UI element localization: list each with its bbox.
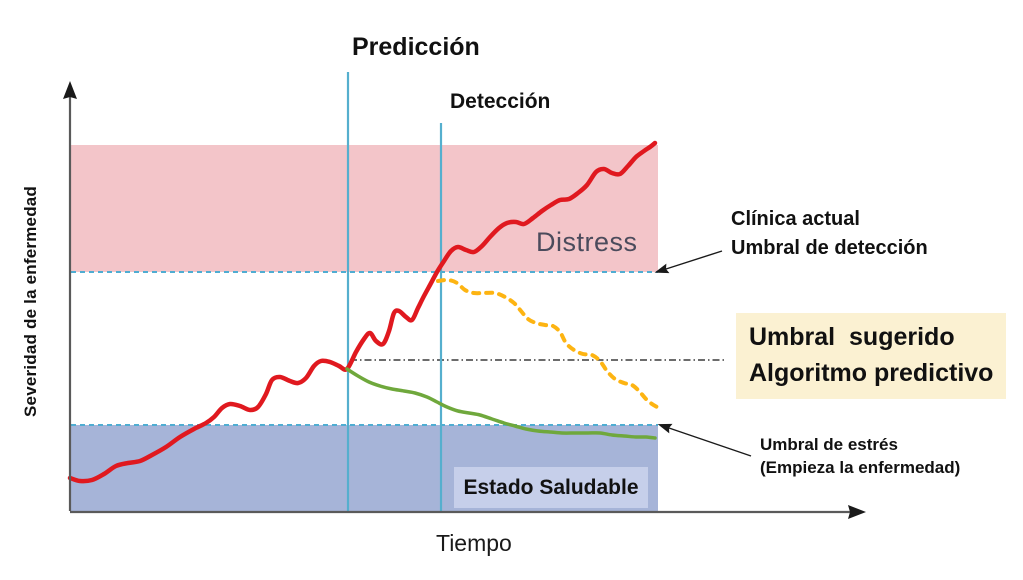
stress-threshold-annotation: Umbral de estrés (Empieza la enfermedad) [760, 433, 960, 479]
suggested-threshold-callout-line2: Algoritmo predictivo [749, 359, 994, 387]
chart-title: Predicción [352, 33, 480, 61]
stress-threshold-annotation-line2: (Empieza la enfermedad) [760, 458, 961, 477]
distress-zone [71, 145, 658, 272]
distress-zone-label: Distress [536, 227, 638, 257]
data-curves [67, 140, 659, 484]
curva-roja-progresion-enfermedad [67, 140, 658, 484]
detection-threshold-annotation-line1: Clínica actual [731, 208, 860, 230]
healthy-zone-label: Estado Saludable [454, 467, 648, 508]
suggested-threshold-callout-line1: Umbral sugerido [749, 323, 955, 351]
y-axis-label: Severidad de la enfermedad [21, 185, 40, 417]
event-lines [346, 72, 443, 511]
stress-threshold-annotation-line1: Umbral de estrés [760, 435, 898, 454]
x-axis-label: Tiempo [436, 530, 512, 556]
arrow-umbral-estres [657, 423, 752, 457]
suggested-threshold-callout: Umbral sugerido Algoritmo predictivo [736, 313, 1007, 399]
threshold-lines [71, 271, 726, 426]
detection-event-label: Detección [450, 90, 551, 113]
curva-verde-tras-prediccion [345, 367, 657, 440]
detection-threshold-annotation: Clínica actual Umbral de detección [731, 205, 928, 263]
axes [63, 81, 866, 519]
curva-naranja-tras-deteccion [436, 277, 659, 409]
annotation-arrows [654, 250, 752, 457]
detection-threshold-annotation-line2: Umbral de detección [731, 237, 928, 259]
arrow-umbral-deteccion [654, 250, 723, 274]
